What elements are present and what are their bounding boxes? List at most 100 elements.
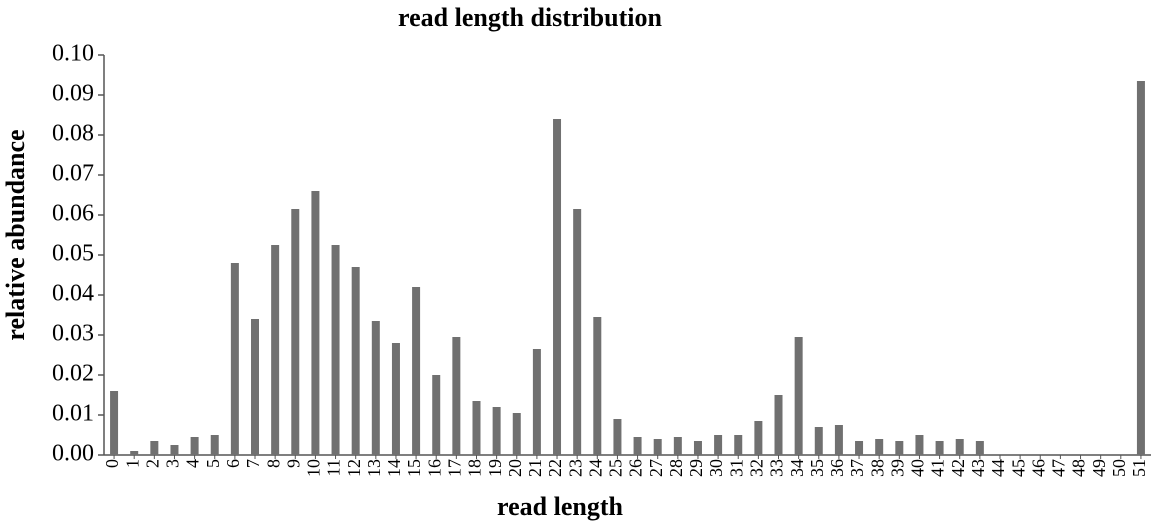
x-tick-label: 43 [968, 459, 988, 477]
bar [875, 439, 884, 455]
bar [230, 263, 239, 455]
x-tick-label: 38 [867, 459, 887, 477]
x-tick-label: 18 [465, 459, 485, 477]
x-tick-label: 30 [706, 459, 726, 477]
bar [532, 349, 541, 455]
bar [291, 209, 300, 455]
x-tick-label: 4 [183, 459, 203, 468]
x-tick-label: 8 [263, 459, 283, 468]
bar [633, 437, 642, 455]
bar [130, 451, 139, 455]
bar [714, 435, 723, 455]
bar [814, 427, 823, 455]
x-tick-label: 3 [163, 459, 183, 468]
y-tick-label: 0.10 [52, 41, 94, 67]
bar [1136, 81, 1145, 455]
x-tick-label: 31 [726, 459, 746, 477]
x-tick-label: 5 [203, 459, 223, 468]
x-tick-label: 20 [505, 459, 525, 477]
bar [794, 337, 803, 455]
x-tick-label: 39 [887, 459, 907, 477]
bar [512, 413, 521, 455]
bar [774, 395, 783, 455]
bar [271, 245, 280, 455]
x-tick-label: 48 [1069, 459, 1089, 477]
x-tick-label: 40 [908, 459, 928, 477]
bar [935, 441, 944, 455]
x-tick-label: 14 [384, 459, 404, 477]
y-tick-label: 0.05 [52, 241, 94, 267]
y-tick-label: 0.01 [52, 401, 94, 427]
bar [693, 441, 702, 455]
bar [855, 441, 864, 455]
x-tick-label: 32 [747, 459, 767, 477]
x-tick-label: 47 [1049, 459, 1069, 477]
bar [915, 435, 924, 455]
x-tick-label: 0 [102, 459, 122, 468]
y-tick-label: 0.02 [52, 361, 94, 387]
x-tick-label: 23 [565, 459, 585, 477]
chart-title: read length distribution [398, 3, 662, 32]
x-tick-label: 35 [807, 459, 827, 477]
x-tick-label: 26 [626, 459, 646, 477]
x-tick-label: 15 [404, 459, 424, 477]
y-tick-label: 0.07 [52, 161, 94, 187]
bar [895, 441, 904, 455]
bar [371, 321, 380, 455]
x-tick-label: 45 [1008, 459, 1028, 477]
bar [492, 407, 501, 455]
x-tick-label: 16 [424, 459, 444, 477]
bar [573, 209, 582, 455]
bar [452, 337, 461, 455]
x-tick-label: 49 [1089, 459, 1109, 477]
x-tick-label: 50 [1109, 459, 1129, 477]
x-tick-label: 29 [686, 459, 706, 477]
bar [834, 425, 843, 455]
x-tick-label: 9 [283, 459, 303, 468]
y-tick-label: 0.03 [52, 321, 94, 347]
x-tick-label: 37 [847, 459, 867, 477]
bar [432, 375, 441, 455]
x-tick-label: 27 [646, 459, 666, 477]
y-tick-label: 0.04 [52, 281, 94, 307]
bar [331, 245, 340, 455]
x-tick-label: 22 [545, 459, 565, 477]
bar [734, 435, 743, 455]
x-tick-label: 21 [525, 459, 545, 477]
x-tick-label: 2 [142, 459, 162, 468]
bar [150, 441, 159, 455]
bar [351, 267, 360, 455]
x-axis-title: read length [497, 492, 623, 521]
x-tick-label: 42 [948, 459, 968, 477]
bar [311, 191, 320, 455]
x-tick-label: 51 [1129, 459, 1149, 477]
x-tick-label: 11 [324, 459, 344, 476]
x-tick-label: 46 [1028, 459, 1048, 477]
bar [553, 119, 562, 455]
x-tick-label: 41 [928, 459, 948, 477]
bar [391, 343, 400, 455]
bar [170, 445, 179, 455]
bar [955, 439, 964, 455]
y-tick-label: 0.00 [52, 441, 94, 467]
x-tick-label: 28 [666, 459, 686, 477]
x-tick-label: 33 [767, 459, 787, 477]
bar [472, 401, 481, 455]
bar [754, 421, 763, 455]
bar [673, 437, 682, 455]
x-tick-label: 6 [223, 459, 243, 468]
bar [653, 439, 662, 455]
bar [593, 317, 602, 455]
bar [412, 287, 421, 455]
x-tick-label: 44 [988, 459, 1008, 477]
x-tick-label: 13 [364, 459, 384, 477]
x-tick-label: 17 [444, 459, 464, 477]
y-tick-label: 0.09 [52, 81, 94, 107]
x-tick-label: 34 [787, 459, 807, 477]
bar [110, 391, 119, 455]
x-tick-label: 19 [485, 459, 505, 477]
y-axis-title: relative abundance [1, 129, 30, 340]
bar [975, 441, 984, 455]
x-tick-label: 25 [606, 459, 626, 477]
